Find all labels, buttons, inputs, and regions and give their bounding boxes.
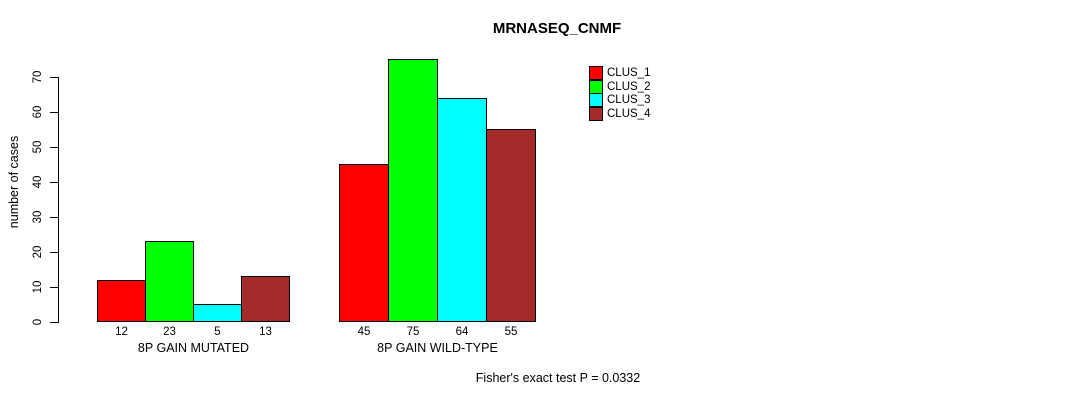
group-label: 8P GAIN WILD-TYPE — [377, 341, 498, 355]
bar-value-label: 12 — [115, 326, 128, 338]
group-label: 8P GAIN MUTATED — [137, 341, 250, 355]
y-axis-tick-label: 10 — [32, 280, 44, 294]
bar-clus-1 — [339, 164, 389, 322]
legend-label: CLUS_4 — [607, 107, 651, 120]
y-axis-tick-label: 0 — [32, 318, 44, 326]
bar-value-label: 5 — [214, 326, 221, 338]
legend-label: CLUS_3 — [607, 94, 651, 107]
legend-item-clus-4: CLUS_4 — [589, 106, 651, 121]
y-axis-tick — [50, 182, 58, 183]
y-axis-tick-label: 30 — [32, 210, 44, 224]
y-axis-tick-label: 60 — [32, 105, 44, 119]
legend: CLUS_1 CLUS_2 CLUS_3 CLUS_4 — [589, 65, 651, 121]
bar-clus-3 — [193, 304, 242, 322]
y-axis-tick-label: 20 — [32, 245, 44, 259]
y-axis-tick — [50, 217, 58, 218]
bar-value-label: 75 — [406, 326, 420, 338]
bar-clus-4 — [486, 129, 536, 322]
bar-value-label: 55 — [504, 326, 518, 338]
y-axis-tick — [50, 112, 58, 113]
bar-value-label: 45 — [357, 326, 371, 338]
bar-clus-2 — [388, 59, 438, 322]
bar-clus-3 — [437, 98, 487, 322]
y-axis-tick-label: 40 — [32, 175, 44, 189]
bar-clus-1 — [97, 280, 146, 322]
bar-value-label: 64 — [455, 326, 469, 338]
y-axis-tick — [50, 287, 58, 288]
y-axis-tick — [50, 322, 58, 323]
y-axis-tick-label: 50 — [32, 140, 44, 154]
annotation-text: Fisher's exact test P = 0.0332 — [475, 371, 641, 385]
y-axis-line — [58, 77, 59, 323]
y-axis-tick — [50, 147, 58, 148]
bar-value-label: 13 — [259, 326, 272, 338]
legend-swatch — [589, 93, 603, 108]
y-axis-label: number of cases — [7, 135, 21, 229]
chart-title: MRNASEQ_CNMF — [492, 20, 622, 37]
legend-item-clus-2: CLUS_2 — [589, 79, 651, 94]
legend-item-clus-3: CLUS_3 — [589, 93, 651, 108]
legend-label: CLUS_2 — [607, 80, 651, 93]
bar-clus-4 — [241, 276, 290, 322]
legend-swatch — [589, 65, 603, 80]
bar-clus-2 — [145, 241, 194, 322]
legend-item-clus-1: CLUS_1 — [589, 65, 651, 80]
legend-label: CLUS_1 — [607, 66, 651, 79]
y-axis-tick — [50, 252, 58, 253]
bar-value-label: 23 — [163, 326, 176, 338]
legend-swatch — [589, 79, 603, 94]
y-axis-tick-label: 70 — [32, 70, 44, 84]
legend-swatch — [589, 106, 603, 121]
y-axis-tick — [50, 77, 58, 78]
